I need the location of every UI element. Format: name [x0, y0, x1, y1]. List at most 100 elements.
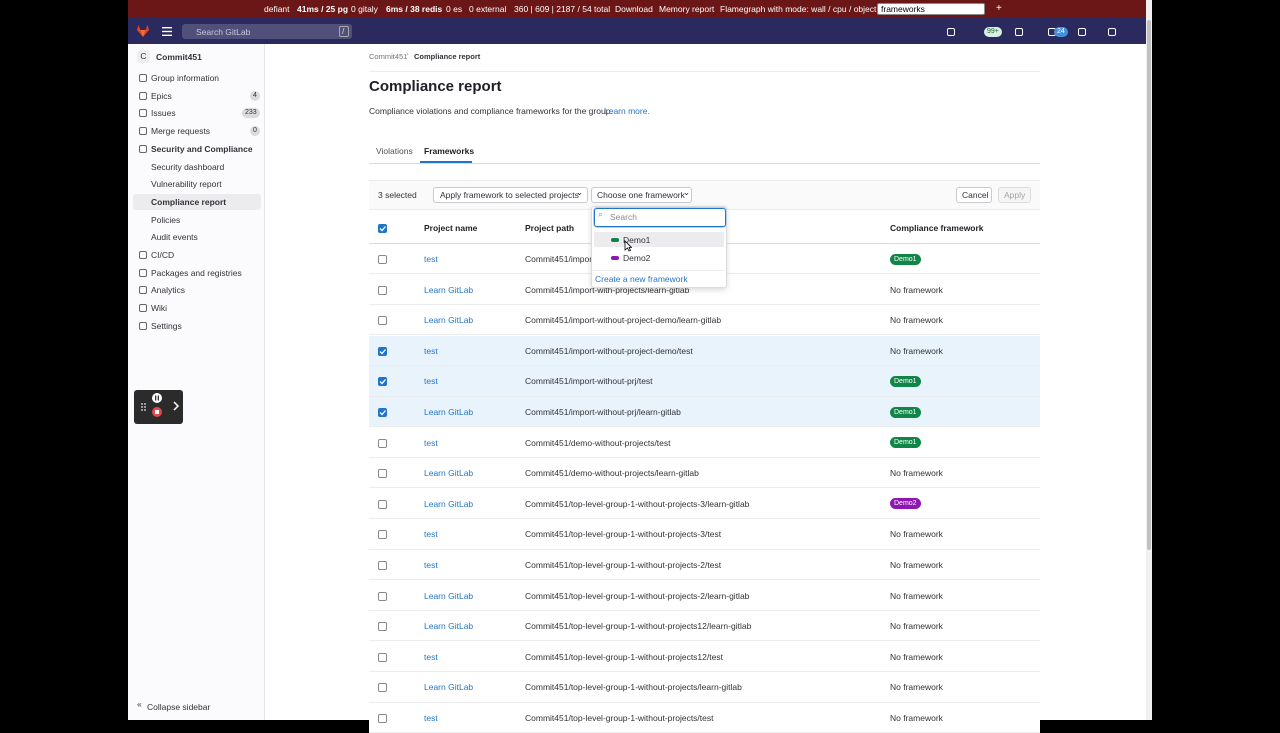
nav-icon[interactable]	[1108, 28, 1116, 36]
perf-link[interactable]: Download	[615, 4, 653, 14]
tab[interactable]: Violations	[376, 146, 413, 156]
project-name-link[interactable]: Learn GitLab	[424, 682, 474, 693]
nav-icon[interactable]	[947, 28, 955, 36]
learn-more-link[interactable]: Learn more.	[604, 106, 650, 116]
project-name-link[interactable]: test	[424, 560, 438, 570]
project-name-link[interactable]: test	[424, 437, 438, 448]
nav-subitem[interactable]: Compliance report	[151, 196, 227, 207]
breadcrumb-link[interactable]: Commit451	[369, 52, 408, 61]
dropdown-option[interactable]: Demo1	[623, 234, 651, 245]
checkbox[interactable]	[378, 499, 387, 509]
divider	[369, 71, 1040, 72]
project-name-link[interactable]: test	[424, 713, 438, 723]
table-row	[369, 610, 1040, 642]
framework-dropdown	[591, 206, 727, 288]
menu-icon[interactable]	[162, 27, 172, 36]
recording-widget[interactable]	[134, 390, 183, 424]
checkbox[interactable]	[378, 377, 387, 387]
framework-badge[interactable]: Demo1	[890, 253, 921, 265]
project-name-link[interactable]: Learn GitLab	[424, 407, 474, 417]
nav-badge: 99+	[984, 27, 1002, 37]
create-framework-link[interactable]: Create a new framework	[595, 274, 688, 284]
nav-item[interactable]: Wiki	[151, 303, 168, 314]
project-path: Commit451/top-level-group-1-without-proj…	[525, 621, 752, 632]
perf-link[interactable]: Flamegraph with mode: wall / cpu / objec…	[720, 4, 877, 14]
project-name-link[interactable]: Learn GitLab	[424, 468, 474, 479]
nav-item[interactable]: Packages and registries	[151, 267, 242, 278]
choose-framework-button[interactable]	[591, 187, 692, 203]
nav-subitem[interactable]: Audit events	[151, 232, 198, 243]
nav-item[interactable]: Issues	[151, 108, 176, 119]
checkbox[interactable]	[378, 683, 387, 693]
checkbox[interactable]	[378, 438, 387, 448]
collapse-sidebar[interactable]: Collapse sidebar	[147, 702, 211, 712]
dropdown-search[interactable]	[594, 208, 726, 227]
framework-badge[interactable]: Demo2	[890, 498, 921, 510]
column-header: Project name	[424, 223, 478, 233]
nav-item[interactable]: Group information	[151, 73, 220, 83]
nav-item-icon	[139, 321, 147, 330]
checkbox[interactable]	[378, 408, 387, 417]
perf-link[interactable]: Memory report	[659, 4, 715, 14]
perf-add[interactable]: +	[996, 3, 1002, 14]
nav-subitem[interactable]: Policies	[151, 214, 181, 225]
project-name-link[interactable]: Learn GitLab	[424, 284, 474, 295]
nav-item[interactable]: Settings	[151, 320, 182, 331]
nav-item-icon	[139, 127, 147, 136]
nav-icon[interactable]	[1078, 28, 1086, 36]
option-color	[611, 237, 619, 242]
framework-badge[interactable]: Demo1	[890, 406, 921, 418]
nav-item[interactable]: Security and Compliance	[151, 143, 253, 154]
checkbox[interactable]	[378, 714, 387, 723]
tab[interactable]: Frameworks	[424, 146, 475, 156]
project-path: Commit451/import-without-project-demo/te…	[525, 345, 693, 356]
checkbox[interactable]	[378, 561, 387, 570]
nav-item[interactable]: CI/CD	[151, 250, 175, 260]
checkbox[interactable]	[378, 255, 387, 264]
project-name-link[interactable]: test	[424, 376, 438, 387]
checkbox[interactable]	[378, 285, 387, 295]
project-name-link[interactable]: Learn GitLab	[424, 590, 474, 601]
perf-metric: 0 gitaly	[351, 4, 378, 14]
checkbox[interactable]	[378, 346, 387, 356]
framework-badge[interactable]: Demo1	[890, 437, 921, 449]
checkbox[interactable]	[378, 469, 387, 479]
project-name-link[interactable]: test	[424, 254, 438, 264]
project-path: Commit451/demo-without-projects/learn-gi…	[525, 468, 699, 479]
checkbox[interactable]	[378, 652, 387, 662]
nav-item[interactable]: Merge requests	[151, 126, 211, 137]
checkbox[interactable]	[378, 622, 387, 632]
project-name-link[interactable]: Learn GitLab	[424, 621, 474, 632]
column-header: Compliance framework	[890, 223, 984, 233]
nav-item[interactable]: Analytics	[151, 285, 186, 296]
checkbox[interactable]	[378, 591, 387, 601]
project-name-link[interactable]: test	[424, 345, 438, 356]
perf-select[interactable]	[877, 3, 985, 15]
dropdown-option[interactable]: Demo2	[623, 252, 651, 263]
apply-framework-button[interactable]	[433, 187, 588, 203]
perf-metric: 0 es	[446, 4, 463, 14]
project-path: Commit451/import-without-prj/learn-gitla…	[525, 407, 681, 417]
search-shortcut: /	[342, 26, 345, 36]
project-name-link[interactable]: test	[424, 651, 438, 662]
cancel-button[interactable]	[956, 187, 992, 203]
project-name-link[interactable]: Learn GitLab	[424, 498, 474, 509]
apply-button[interactable]	[998, 187, 1031, 203]
project-name-link[interactable]: test	[424, 529, 438, 540]
gitlab-logo[interactable]	[136, 24, 150, 38]
nav-subitem[interactable]: Security dashboard	[151, 161, 225, 172]
nav-subitem[interactable]: Vulnerability report	[151, 179, 222, 190]
project-path: Commit451/import-without-project-demo/le…	[525, 315, 722, 326]
checkbox[interactable]	[378, 224, 387, 233]
project-name-link[interactable]: Learn GitLab	[424, 315, 474, 326]
dropdown-search-placeholder: Search	[610, 212, 637, 222]
search-box[interactable]	[182, 24, 352, 39]
nav-item[interactable]: Epics	[151, 90, 172, 101]
breadcrumb-sep: ›	[406, 49, 409, 58]
project-path: Commit451/top-level-group-1-without-proj…	[525, 682, 742, 693]
framework-badge[interactable]: Demo1	[890, 375, 921, 387]
checkbox[interactable]	[378, 316, 387, 326]
table-row	[369, 304, 1040, 336]
nav-icon[interactable]	[1015, 28, 1023, 36]
checkbox[interactable]	[378, 530, 387, 540]
